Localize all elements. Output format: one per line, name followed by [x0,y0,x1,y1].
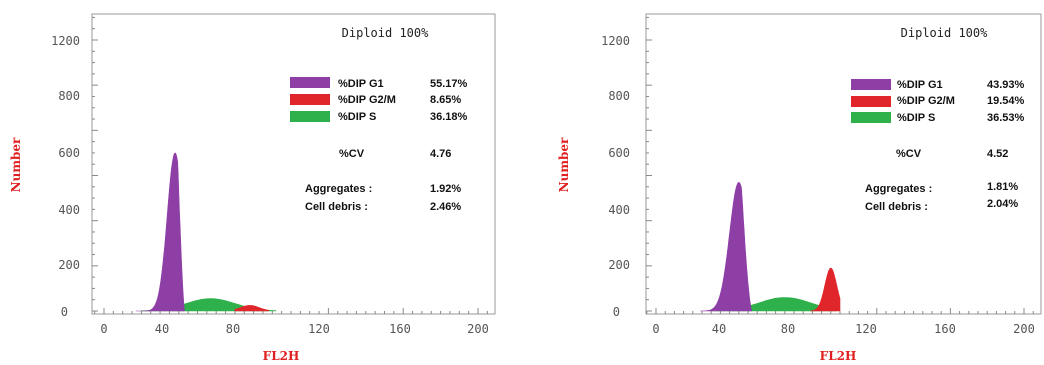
histogram-area-g1 [700,181,753,312]
y-tick-label: 200 [58,258,80,272]
cell-debris-value: 2.46% [430,201,461,213]
x-minor-ticks [646,308,1034,314]
legend-swatch-g1 [851,79,891,90]
y-tick-label: 200 [608,258,630,272]
histogram-panel-left: Diploid 100% 0 200 400 600 800 1200 0 40… [9,13,496,363]
x-tick-label: 200 [1013,322,1035,336]
legend-swatch-g1 [290,77,330,88]
plot-frame [645,13,1042,315]
x-tick-label: 120 [308,322,330,336]
x-axis-label: FL2H [820,349,857,363]
legend-label: %DIP G1 [338,78,384,90]
legend-label: %DIP S [338,111,376,123]
y-tick-label: 400 [608,203,630,217]
y-tick-label: 400 [58,203,80,217]
aggregates-label: Aggregates : [865,183,932,195]
legend-swatch-s [851,112,891,123]
y-tick-label: 600 [608,146,630,160]
aggregates-value: 1.92% [430,183,461,195]
legend-value: 55.17% [430,78,468,90]
x-tick-label: 0 [652,322,659,336]
legend-value: 43.93% [987,79,1025,91]
y-tick-label: 0 [613,305,620,319]
chart-title: Diploid 100% [901,26,988,40]
y-minor-ticks [92,16,98,312]
histogram-curves [135,152,277,312]
legend-value: 36.18% [430,111,468,123]
cell-debris-value: 2.04% [987,198,1018,210]
histogram-area-g2m [234,305,269,312]
y-tick-label: 1200 [601,34,630,48]
legend-value: 8.65% [430,94,461,106]
legend-label: %DIP G2/M [897,95,955,107]
histogram-curves [700,181,841,312]
x-tick-label: 200 [467,322,489,336]
legend-label: %DIP G1 [897,79,943,91]
histogram-area-g1 [135,152,185,312]
cell-debris-label: Cell debris : [865,201,928,213]
legend-label: %DIP G2/M [338,94,396,106]
y-tick-label: 1200 [51,34,80,48]
aggregates-value: 1.81% [987,181,1018,193]
legend-swatch-g2m [851,96,891,107]
histogram-area-g2m [810,267,841,312]
plot-frame [91,13,496,315]
x-tick-label: 80 [781,322,795,336]
y-minor-ticks [646,16,652,312]
histogram-panel-right: Diploid 100% 0 200 400 600 800 1200 0 40… [557,13,1042,363]
y-tick-label: 800 [608,89,630,103]
x-tick-label: 160 [934,322,956,336]
x-tick-label: 0 [100,322,107,336]
y-tick-label: 800 [58,89,80,103]
aggregates-label: Aggregates : [305,183,372,195]
legend-label: %DIP S [897,112,935,124]
x-tick-label: 40 [155,322,169,336]
legend-swatch-s [290,111,330,122]
y-axis-label: Number [9,137,23,192]
x-tick-label: 160 [389,322,411,336]
x-tick-label: 80 [226,322,240,336]
cv-value: 4.76 [430,148,451,160]
legend-swatch-g2m [290,94,330,105]
y-tick-label: 0 [61,305,68,319]
x-tick-label: 120 [855,322,877,336]
x-tick-label: 40 [712,322,726,336]
chart-title: Diploid 100% [342,26,429,40]
x-axis-label: FL2H [263,349,300,363]
cv-label: %CV [896,148,922,160]
y-tick-label: 600 [58,146,80,160]
cell-debris-label: Cell debris : [305,201,368,213]
cv-value: 4.52 [987,148,1008,160]
y-axis-label: Number [557,137,571,192]
cv-label: %CV [339,148,365,160]
legend-value: 19.54% [987,95,1025,107]
legend-value: 36.53% [987,112,1025,124]
